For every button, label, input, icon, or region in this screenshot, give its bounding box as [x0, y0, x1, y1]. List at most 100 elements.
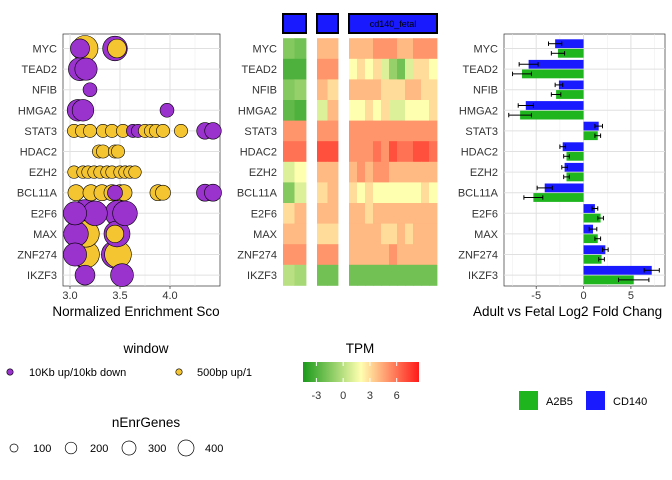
heatmap-cell — [317, 100, 328, 121]
heatmap-cell — [373, 203, 382, 224]
heatmap-cell — [349, 264, 358, 286]
heatmap-cell — [357, 161, 366, 183]
window-10kb-key — [6, 368, 14, 376]
heatmap-cell — [294, 141, 307, 163]
heatmap-cell — [429, 182, 438, 204]
bar-a2b5 — [583, 275, 634, 285]
bar-a2b5 — [583, 254, 602, 264]
heatmap-cell — [327, 244, 339, 266]
heatmap-cell — [357, 58, 366, 80]
heatmap-cell — [373, 58, 382, 80]
scatter-point — [204, 122, 222, 140]
heatmap-cell — [429, 79, 438, 101]
scatter-y-tick-label: ZNF274 — [17, 250, 57, 262]
size-400-label: 400 — [205, 443, 223, 455]
bar-a2b5 — [566, 151, 584, 161]
bar-a2b5 — [566, 172, 584, 182]
heatmap-cell — [357, 120, 366, 142]
heatmap-cell — [429, 203, 438, 224]
scatter-y-tick-label: HDAC2 — [20, 147, 57, 159]
bar-y-tick-label: MAX — [474, 229, 499, 241]
bar-y-tick-label: HDAC2 — [461, 147, 498, 159]
heatmap-cell — [421, 120, 430, 142]
heatmap-cell — [381, 141, 390, 163]
scatter-y-tick-label: MAX — [33, 229, 58, 241]
scatter-point — [83, 123, 97, 138]
heatmap-cell — [421, 203, 430, 224]
heatmap-cell — [365, 223, 374, 245]
heatmap-cell — [327, 38, 339, 60]
heatmap-y-tick-label: NFIB — [252, 85, 277, 97]
heatmap-cell — [349, 100, 358, 121]
a2b5-label: A2B5 — [546, 396, 573, 408]
heatmap-y-tick-label: MYC — [253, 44, 278, 56]
heatmap-cell — [405, 244, 414, 266]
heatmap-cell — [294, 38, 307, 60]
scatter-point — [112, 200, 138, 226]
heatmap-cell — [283, 100, 295, 121]
heatmap-y-tick-label: EZH2 — [249, 167, 277, 179]
heatmap-cell — [397, 244, 406, 266]
heatmap-cell — [373, 38, 382, 60]
heatmap-cell — [381, 182, 390, 204]
heatmap-cell — [381, 244, 390, 266]
heatmap-cell — [365, 120, 374, 142]
scatter-y-tick-label: E2F6 — [31, 208, 57, 220]
heatmap-cell — [327, 264, 339, 286]
bar-y-tick-label: TEAD2 — [463, 64, 498, 76]
heatmap-cell — [381, 100, 390, 121]
heatmap-cell — [357, 223, 366, 245]
heatmap-cell — [349, 38, 358, 60]
heatmap-cell — [283, 223, 295, 245]
heatmap-y-tick-label: BCL11A — [237, 188, 278, 200]
heatmap-cell — [327, 223, 339, 245]
heatmap-cell — [357, 38, 366, 60]
size-100-key — [9, 443, 19, 453]
heatmap-cell — [421, 161, 430, 183]
heatmap-cell — [349, 120, 358, 142]
heatmap-cell — [317, 182, 328, 204]
bar-a2b5 — [521, 69, 584, 79]
scatter-point — [82, 82, 98, 97]
heatmap-cell — [294, 223, 307, 245]
scatter-point — [156, 123, 170, 138]
heatmap-cell — [317, 58, 328, 80]
heatmap-cell — [283, 38, 295, 60]
heatmap-cell — [429, 161, 438, 183]
heatmap-cell — [389, 141, 398, 163]
scatter-y-tick-label: IKZF3 — [27, 270, 57, 282]
heatmap-y-tick-label: IKZF3 — [247, 270, 277, 282]
bar-y-tick-label: HMGA2 — [459, 105, 498, 117]
heatmap-cell — [365, 264, 374, 286]
heatmap-cell — [373, 182, 382, 204]
scatter-x-tick-label: 3.5 — [112, 290, 127, 302]
heatmap-cell — [381, 120, 390, 142]
heatmap-cell — [389, 79, 398, 101]
heatmap-cell — [294, 182, 307, 204]
bar-cd140 — [583, 224, 594, 234]
heatmap-cell — [283, 203, 295, 224]
tpm-colorbar — [303, 362, 419, 382]
heatmap-cell — [389, 244, 398, 266]
scatter-point — [128, 165, 142, 179]
heatmap-cell — [349, 244, 358, 266]
scatter-x-tick-label: 4.0 — [162, 290, 177, 302]
heatmap-cell — [283, 79, 295, 101]
heatmap-y-tick-label: ZNF274 — [237, 250, 277, 262]
heatmap-cell — [421, 141, 430, 163]
heatmap-cell — [349, 223, 358, 245]
heatmap-cell — [389, 100, 398, 121]
bar-cd140 — [564, 162, 584, 172]
heatmap-cell — [294, 203, 307, 224]
bar-y-tick-label: E2F6 — [472, 208, 498, 220]
heatmap-cell — [397, 38, 406, 60]
heatmap-cell — [365, 203, 374, 224]
heatmap-cell — [317, 38, 328, 60]
cd140-key — [586, 391, 605, 410]
heatmap-cell — [397, 58, 406, 80]
heatmap-cell — [349, 182, 358, 204]
scatter-y-tick-label: TEAD2 — [22, 64, 57, 76]
heatmap-cell — [349, 141, 358, 163]
bar-x-tick-label: 0 — [580, 290, 586, 302]
